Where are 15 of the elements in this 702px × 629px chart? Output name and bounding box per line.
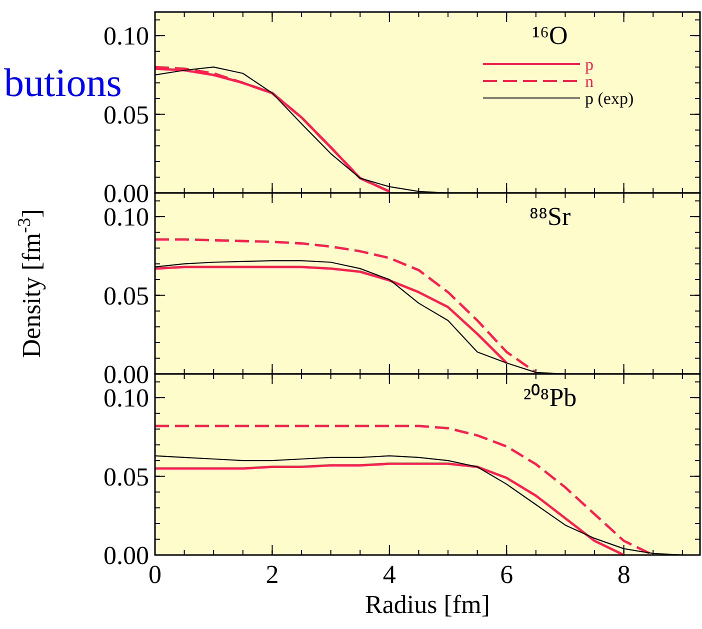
y-tick-label: 0.00 bbox=[104, 541, 149, 570]
y-tick-label: 0.05 bbox=[104, 281, 149, 310]
annotation: ²⁰⁸Pb bbox=[523, 383, 577, 412]
text: p bbox=[585, 55, 594, 74]
y-tick-label: 0.05 bbox=[104, 462, 149, 492]
x-tick-label: 2 bbox=[266, 560, 279, 589]
annotation: ⁸⁸Sr bbox=[529, 202, 571, 231]
x-tick-label: 8 bbox=[617, 560, 630, 589]
y-tick-label: 0.10 bbox=[104, 22, 149, 51]
x-tick-label: 0 bbox=[148, 560, 162, 589]
annotation: ¹⁶O bbox=[532, 21, 568, 50]
x-tick-label: 4 bbox=[382, 560, 396, 589]
text: p (exp) bbox=[585, 89, 634, 108]
x-tick-label: 6 bbox=[500, 560, 514, 589]
x-axis-title: Radius [fm] bbox=[365, 590, 490, 619]
